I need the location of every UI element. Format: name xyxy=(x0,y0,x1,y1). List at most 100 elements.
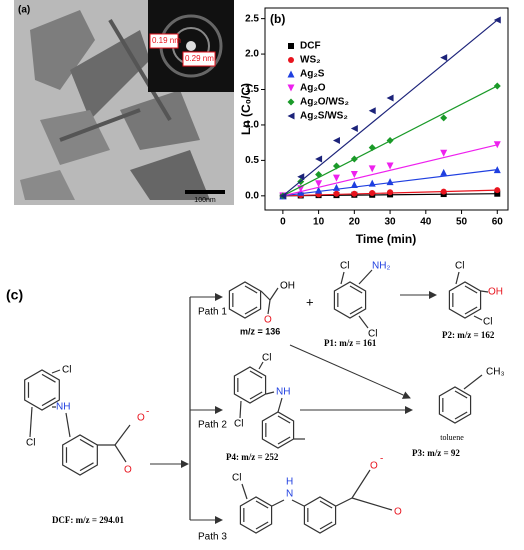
bond xyxy=(277,397,283,413)
atom: OH xyxy=(488,287,503,298)
ring xyxy=(448,281,482,319)
bond xyxy=(455,271,460,285)
data-point xyxy=(332,174,340,182)
data-point xyxy=(386,137,394,145)
y-tick-label: 2.0 xyxy=(245,49,259,60)
panel-label: (c) xyxy=(6,287,23,303)
data-point xyxy=(386,162,394,170)
bond xyxy=(454,390,468,399)
atom: Cl xyxy=(26,438,35,449)
legend-label: Ag₂O/WS₂ xyxy=(300,97,349,108)
bond xyxy=(244,285,258,294)
data-point xyxy=(440,54,448,62)
bond xyxy=(265,391,275,395)
chart: (b) Time (min) Ln (C₀/C) 0.0 0.5 1.0 1.5 2.0… xyxy=(239,7,509,246)
data-point xyxy=(315,180,323,188)
bond xyxy=(277,436,291,445)
bond xyxy=(258,361,264,370)
bond xyxy=(319,521,333,530)
bond xyxy=(244,306,258,315)
ring xyxy=(233,366,267,404)
data-point xyxy=(440,188,447,195)
charge: - xyxy=(380,454,383,465)
ring xyxy=(438,386,472,424)
bond xyxy=(51,369,61,374)
atom: OH xyxy=(280,281,295,292)
bond xyxy=(454,411,468,420)
data-point xyxy=(332,162,340,170)
bond xyxy=(473,315,483,321)
data-point xyxy=(494,190,501,197)
atom: O xyxy=(137,413,145,424)
legend-label: Ag₂O xyxy=(300,83,326,94)
bond xyxy=(358,315,369,329)
compound-label: P1: m/z = 161 xyxy=(324,338,377,348)
path-label: Path 2 xyxy=(198,420,227,431)
atom: NH xyxy=(276,387,290,398)
legend-label: Ag₂S xyxy=(300,69,325,80)
bond xyxy=(269,287,279,301)
compound-label: P2: m/z = 162 xyxy=(442,330,495,340)
d-spacing: 0.29 nm xyxy=(185,54,214,63)
data-point xyxy=(493,166,501,174)
legend-marker xyxy=(287,70,295,78)
atom: O xyxy=(264,315,272,326)
data-point xyxy=(369,189,376,196)
bond xyxy=(41,373,56,383)
data-point xyxy=(368,179,376,187)
compound-name: toluene xyxy=(440,433,464,442)
bond xyxy=(291,499,305,507)
data-point xyxy=(493,141,501,149)
ring xyxy=(62,434,98,476)
x-tick-label: 0 xyxy=(280,217,286,228)
bond xyxy=(463,374,483,390)
data-point xyxy=(493,82,501,90)
data-point xyxy=(350,155,358,163)
bond xyxy=(29,406,33,438)
ring xyxy=(24,369,60,411)
scale-bar-label: 100nm xyxy=(194,197,216,204)
bond xyxy=(249,391,263,400)
atom: Cl xyxy=(340,261,349,272)
data-point xyxy=(279,192,287,200)
bond xyxy=(358,269,373,285)
data-point xyxy=(297,188,305,196)
legend-label: DCF xyxy=(300,41,321,52)
y-tick-label: 0.5 xyxy=(245,155,259,166)
bond xyxy=(65,412,71,438)
bond xyxy=(464,285,478,294)
data-point xyxy=(350,171,358,179)
atom: Cl xyxy=(262,353,271,364)
data-point xyxy=(368,107,376,115)
data-point xyxy=(494,187,501,194)
atom: Cl xyxy=(232,473,241,484)
pathway-diagram xyxy=(24,269,489,534)
data-point xyxy=(387,189,394,196)
legend-marker xyxy=(288,57,294,63)
data-point xyxy=(332,137,340,145)
data-point xyxy=(297,173,305,181)
data-point xyxy=(368,165,376,173)
panel-label: (a) xyxy=(18,5,30,16)
ring xyxy=(333,281,367,319)
bond xyxy=(464,306,478,315)
legend-marker xyxy=(288,43,294,49)
atom: NH xyxy=(56,402,70,413)
bond xyxy=(241,483,248,500)
atom: Cl xyxy=(455,261,464,272)
plus: + xyxy=(306,294,314,309)
tem-image xyxy=(14,0,234,205)
x-tick-label: 30 xyxy=(385,217,397,228)
data-point xyxy=(332,183,340,191)
bond xyxy=(239,400,242,419)
bond xyxy=(114,424,131,446)
atom: CH₃ xyxy=(486,367,505,378)
data-point xyxy=(315,171,323,179)
data-point xyxy=(440,149,448,157)
data-point xyxy=(386,178,394,186)
bond xyxy=(41,397,56,407)
data-point xyxy=(368,144,376,152)
bond xyxy=(271,499,285,507)
path-label: Path 1 xyxy=(198,307,227,318)
bond xyxy=(319,500,333,509)
